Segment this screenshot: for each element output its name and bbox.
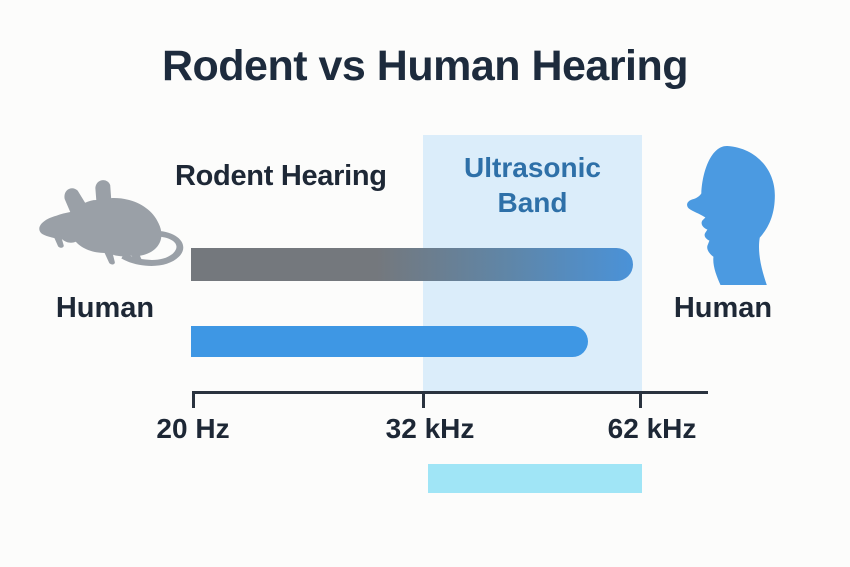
axis-tick-32khz bbox=[422, 391, 425, 408]
rat-icon bbox=[34, 174, 192, 278]
human-label-left: Human bbox=[55, 292, 155, 324]
axis-label-32khz: 32 kHz bbox=[385, 413, 475, 444]
axis-tick-62khz bbox=[639, 391, 642, 408]
rodent-hearing-bar bbox=[191, 248, 633, 281]
axis-label-62khz: 62 kHz bbox=[607, 413, 697, 444]
ultrasonic-range-underline bbox=[428, 464, 642, 493]
human-label-right: Human bbox=[673, 292, 773, 324]
page-title: Rodent vs Human Hearing bbox=[161, 42, 689, 90]
frequency-axis-line bbox=[192, 391, 708, 394]
ultrasonic-band-label: Ultrasonic Band bbox=[464, 152, 601, 218]
human-hearing-bar bbox=[191, 326, 588, 357]
axis-tick-20hz bbox=[192, 391, 195, 408]
human-head-icon bbox=[664, 143, 782, 289]
rodent-hearing-label: Rodent Hearing bbox=[175, 160, 387, 192]
axis-label-20hz: 20 Hz bbox=[156, 413, 230, 444]
